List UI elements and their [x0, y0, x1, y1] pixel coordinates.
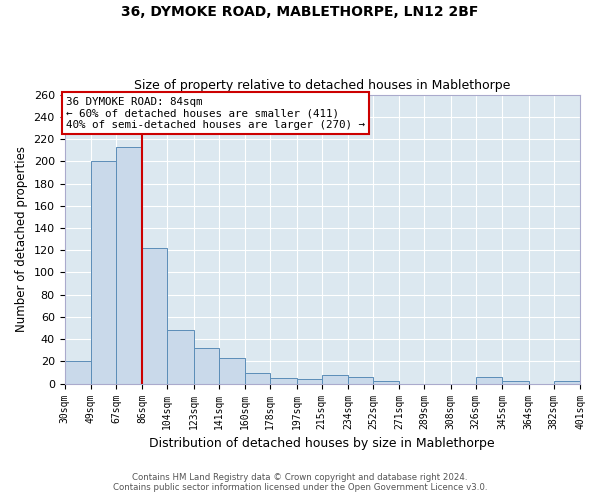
Bar: [245, 372, 270, 384]
Bar: [91, 162, 116, 384]
Bar: [476, 377, 502, 384]
Title: Size of property relative to detached houses in Mablethorpe: Size of property relative to detached ho…: [134, 79, 511, 92]
Bar: [142, 248, 167, 384]
Y-axis label: Number of detached properties: Number of detached properties: [15, 146, 28, 332]
Bar: [65, 362, 91, 384]
Text: 36, DYMOKE ROAD, MABLETHORPE, LN12 2BF: 36, DYMOKE ROAD, MABLETHORPE, LN12 2BF: [121, 5, 479, 19]
Bar: [116, 147, 142, 384]
Bar: [348, 377, 373, 384]
X-axis label: Distribution of detached houses by size in Mablethorpe: Distribution of detached houses by size …: [149, 437, 495, 450]
Bar: [554, 382, 580, 384]
Bar: [219, 358, 245, 384]
Bar: [322, 375, 348, 384]
Bar: [194, 348, 219, 384]
Bar: [296, 379, 322, 384]
Bar: [270, 378, 296, 384]
Bar: [502, 382, 529, 384]
Text: Contains HM Land Registry data © Crown copyright and database right 2024.
Contai: Contains HM Land Registry data © Crown c…: [113, 473, 487, 492]
Text: 36 DYMOKE ROAD: 84sqm
← 60% of detached houses are smaller (411)
40% of semi-det: 36 DYMOKE ROAD: 84sqm ← 60% of detached …: [66, 97, 365, 130]
Bar: [167, 330, 194, 384]
Bar: [373, 382, 400, 384]
